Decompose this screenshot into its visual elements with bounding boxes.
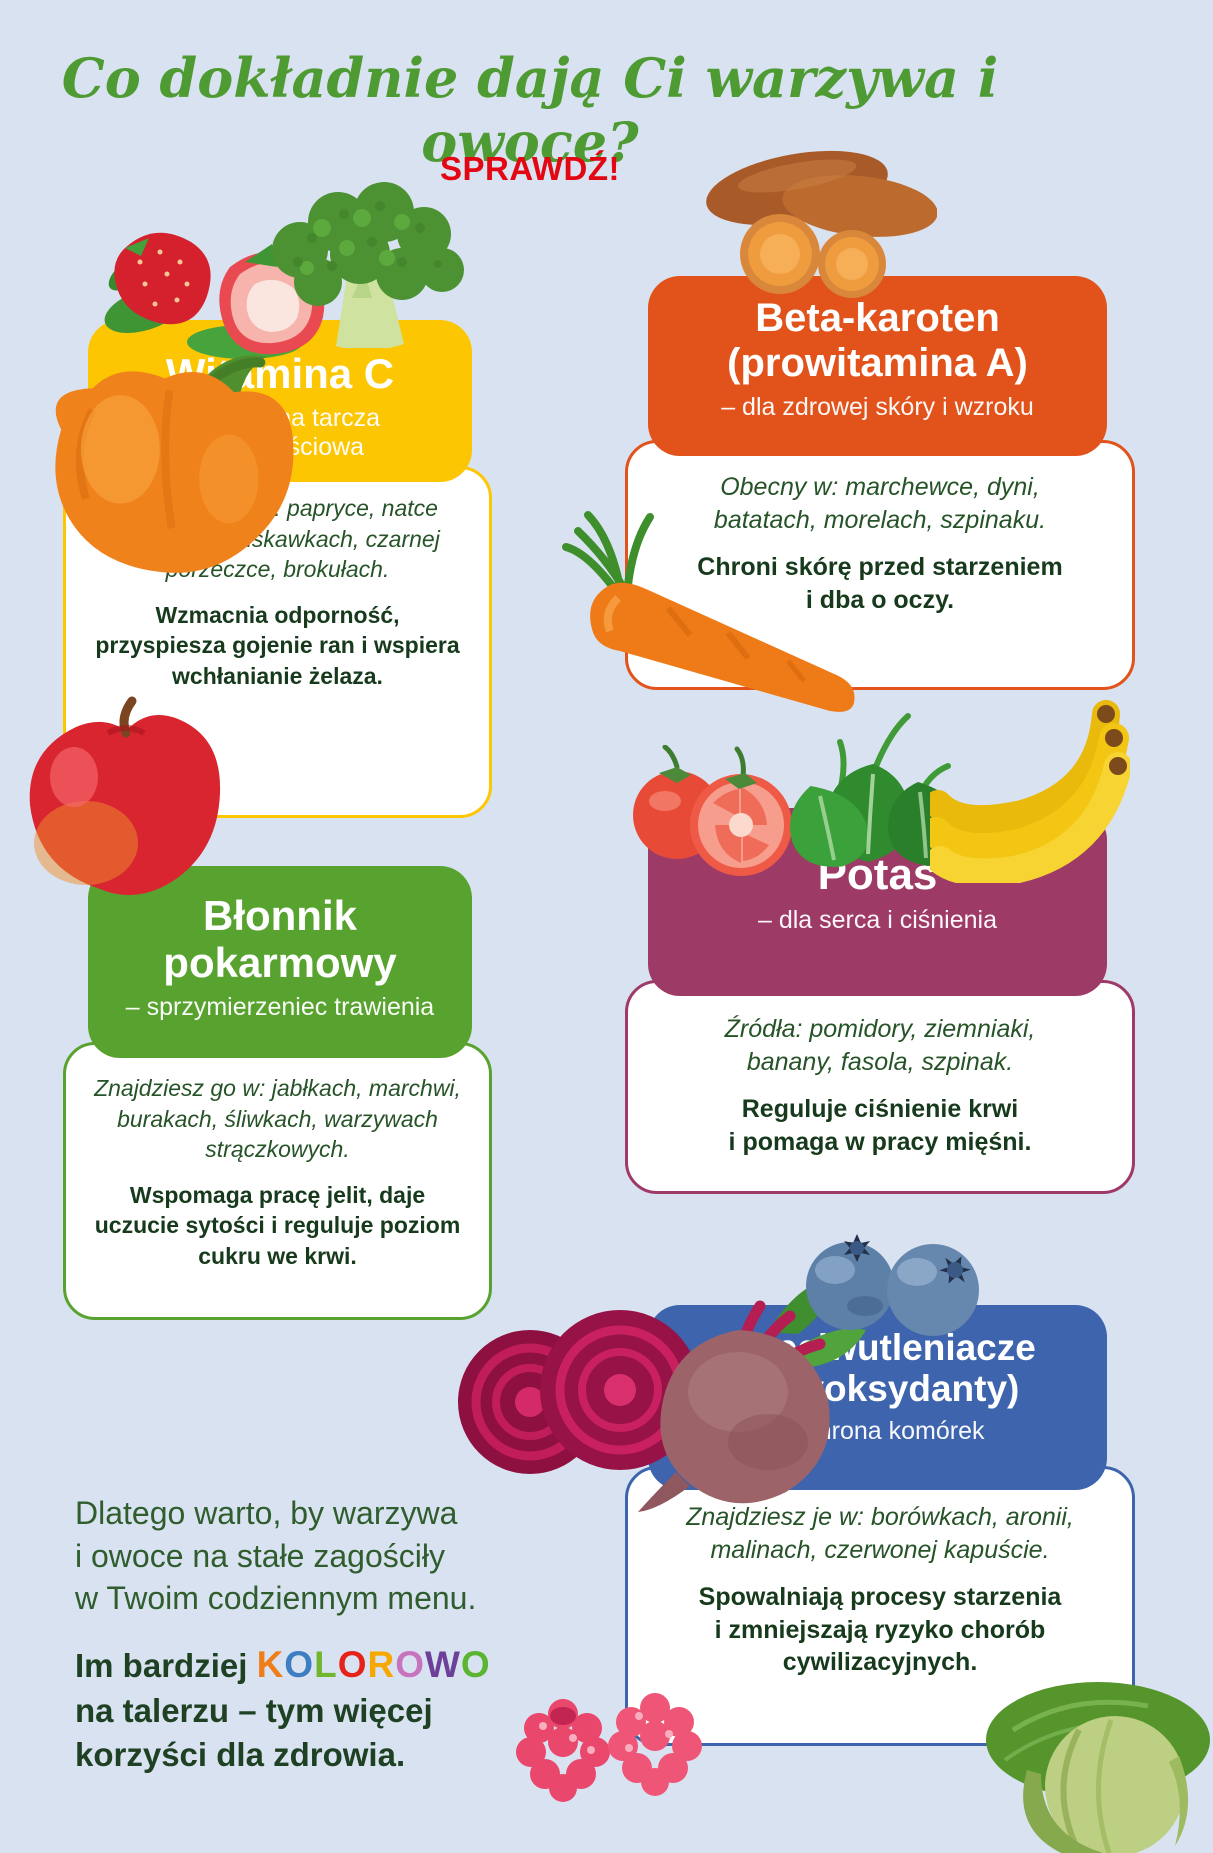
- raspberries-image: [505, 1670, 720, 1805]
- card-benefit-potas: Reguluje ciśnienie krwi i pomaga w pracy…: [728, 1095, 1032, 1156]
- card-subtitle-potas: – dla serca i ciśnienia: [757, 906, 997, 935]
- card-title-blonnik: Błonnik pokarmowy: [163, 892, 397, 987]
- footer-bold-lead: Im bardziej: [75, 1647, 257, 1684]
- kolorowo-word: KOLOROWO: [256, 1644, 491, 1685]
- card-sources-przeciwutleniacze: Znajdziesz je w: borówkach, aronii, mali…: [686, 1503, 1074, 1564]
- cta-text: SPRAWDŹ!: [440, 150, 620, 187]
- beetroot-image: [438, 1272, 868, 1522]
- footer-paragraph: Dlatego warto, by warzywa i owoce na sta…: [75, 1495, 477, 1617]
- kolorowo-letter: O: [337, 1644, 368, 1685]
- card-benefit-blonnik: Wspomaga pracę jelit, daje uczucie sytoś…: [94, 1181, 461, 1269]
- card-benefit-witamina-c: Wzmacnia odporność, przyspiesza gojenie …: [95, 601, 460, 689]
- orange-pepper-image: [2, 330, 362, 618]
- kolorowo-letter: L: [314, 1644, 338, 1685]
- cabbage-image: [983, 1678, 1213, 1853]
- kolorowo-letter: K: [256, 1644, 285, 1685]
- apple-image: [8, 693, 238, 908]
- footer-bold-line1: Im bardziej KOLOROWO: [75, 1640, 575, 1689]
- card-sources-beta-karoten: Obecny w: marchewce, dyni, batatach, mor…: [713, 473, 1047, 534]
- tomatoes-image: [625, 745, 800, 880]
- blueberries-image: [795, 1226, 990, 1338]
- broccoli-image: [252, 178, 467, 348]
- card-subtitle-blonnik: – sprzymierzeniec trawienia: [125, 993, 435, 1022]
- card-header-beta-karoten: Beta-karoten (prowitamina A) – dla zdrow…: [648, 276, 1107, 456]
- card-sources-blonnik: Znajdziesz go w: jabłkach, marchwi, bura…: [94, 1075, 461, 1163]
- card-benefit-beta-karoten: Chroni skórę przed starzeniem i dba o oc…: [697, 553, 1063, 614]
- kolorowo-letter: O: [395, 1644, 425, 1685]
- kolorowo-letter: W: [424, 1644, 461, 1685]
- footer-bold-text: Im bardziej KOLOROWO na talerzu – tym wi…: [75, 1640, 575, 1777]
- kolorowo-letter: R: [367, 1644, 396, 1685]
- card-title-beta-karoten: Beta-karoten (prowitamina A): [727, 296, 1028, 385]
- kolorowo-letter: O: [460, 1644, 491, 1685]
- bananas-image: [930, 698, 1130, 883]
- card-body-potas: Źródła: pomidory, ziemniaki, banany, fas…: [625, 980, 1135, 1194]
- card-sources-potas: Źródła: pomidory, ziemniaki, banany, fas…: [724, 1015, 1036, 1076]
- kolorowo-letter: O: [284, 1644, 315, 1685]
- card-benefit-przeciwutleniacze: Spowalniają procesy starzenia i zmniejsz…: [698, 1583, 1062, 1676]
- card-header-blonnik: Błonnik pokarmowy – sprzymierzeniec traw…: [88, 866, 472, 1058]
- page-title: Co dokładnie dają Ci warzywa i owoce?: [61, 46, 999, 174]
- sweet-potatoes-image: [692, 136, 937, 301]
- carrot-image: [548, 503, 868, 718]
- card-body-blonnik: Znajdziesz go w: jabłkach, marchwi, bura…: [63, 1042, 492, 1320]
- card-subtitle-beta-karoten: – dla zdrowej skóry i wzroku: [721, 392, 1034, 421]
- footer-bold-rest: na talerzu – tym więcej korzyści dla zdr…: [75, 1692, 433, 1774]
